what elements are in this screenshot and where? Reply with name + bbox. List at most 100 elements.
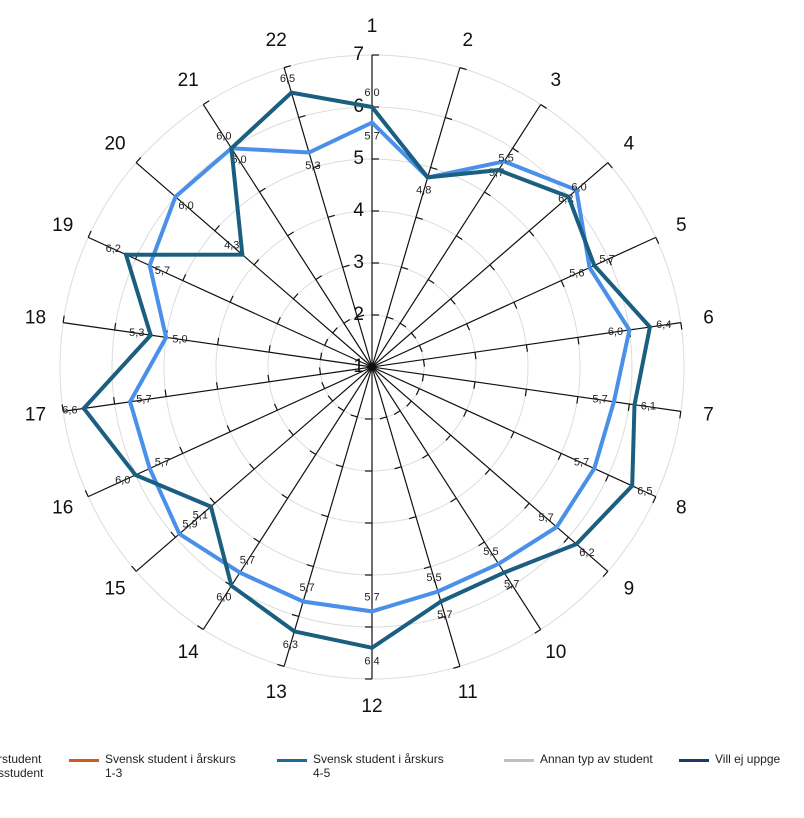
data-label: 5,7	[155, 265, 170, 277]
data-label: 5,6	[569, 267, 584, 279]
series-1-point	[128, 399, 133, 404]
data-label: 5,5	[426, 572, 441, 584]
series-2-point	[148, 333, 153, 338]
spoke-tick	[62, 315, 65, 323]
spoke-tick	[61, 404, 64, 412]
spoke-tick	[528, 230, 535, 237]
data-label: 6,0	[115, 475, 130, 487]
spoke-tick	[343, 318, 351, 324]
spoke-tick	[324, 338, 329, 346]
spoke-label: 1	[367, 16, 378, 37]
data-label: 6,1	[641, 401, 656, 413]
data-label: 5,7	[599, 254, 614, 266]
spoke-tick	[512, 147, 519, 153]
data-label: 5,7	[136, 394, 151, 406]
spoke-label: 19	[52, 215, 73, 236]
spoke-tick	[607, 258, 612, 266]
legend-swatch-2	[277, 759, 307, 762]
spoke-tick	[422, 359, 426, 367]
spoke-tick	[679, 411, 682, 419]
spoke-tick	[525, 344, 529, 352]
data-label: 6,5	[280, 73, 295, 85]
spoke-tick	[288, 429, 294, 436]
legend-label-0: rstudent sstudent	[0, 752, 44, 780]
data-label: 5,7	[574, 457, 589, 469]
data-label: 5,7	[504, 578, 519, 590]
series-2-point	[292, 629, 297, 634]
spoke-label: 22	[266, 30, 287, 51]
spoke-tick	[131, 565, 137, 572]
data-label: 6,5	[637, 486, 652, 498]
series-2-point	[632, 402, 637, 407]
series-line-2	[81, 90, 653, 650]
series-2-point	[502, 570, 507, 575]
spoke-label: 7	[703, 404, 714, 425]
spoke-label: 4	[624, 133, 635, 154]
series-2-point	[240, 252, 245, 257]
spoke-tick	[197, 625, 204, 630]
spoke-tick	[229, 295, 234, 303]
series-1-point	[435, 589, 440, 594]
data-label: 6,4	[656, 319, 671, 331]
legend-item-4: Vill ej uppge	[679, 752, 780, 766]
spoke-tick	[453, 665, 461, 669]
spoke-label: 5	[676, 215, 687, 236]
radial-tick-label: 3	[353, 252, 364, 273]
spoke-tick	[415, 216, 423, 220]
spoke-tick	[474, 352, 477, 360]
spoke-tick	[379, 416, 387, 420]
spoke-label: 14	[178, 642, 200, 663]
legend-label-1: Svensk student i årskurs 1-3	[105, 752, 236, 780]
legend-label-4: Vill ej uppge	[715, 752, 781, 766]
spoke-tick	[267, 374, 270, 382]
spoke-tick	[135, 157, 142, 164]
data-label: 6,6	[62, 404, 77, 416]
series-1-point	[496, 561, 501, 566]
spoke-tick	[313, 164, 321, 169]
data-label: 6,0	[608, 326, 623, 338]
series-1-point	[370, 120, 374, 125]
spoke-tick	[214, 225, 220, 232]
spoke-label: 8	[676, 497, 687, 518]
spoke-tick	[478, 541, 485, 547]
spoke-label: 3	[551, 70, 562, 91]
series-2-point	[229, 146, 234, 151]
spoke-tick	[291, 613, 299, 618]
series-1-point	[574, 187, 579, 192]
spoke-tick	[202, 100, 210, 106]
series-2-point	[496, 168, 501, 173]
series-1-point	[307, 150, 312, 155]
spoke-tick	[607, 162, 613, 169]
spoke-tick	[394, 466, 402, 470]
series-1-point	[301, 599, 306, 604]
spoke-tick	[655, 237, 660, 245]
spoke-tick	[164, 389, 167, 397]
spoke-tick	[421, 374, 425, 382]
spoke-label: 2	[463, 30, 474, 51]
spoke-tick	[577, 337, 580, 345]
spoke-tick	[422, 453, 429, 459]
spoke-tick	[306, 564, 314, 568]
spoke-label: 21	[178, 70, 199, 91]
spoke-tick	[410, 332, 417, 339]
data-label: 5,7	[364, 131, 379, 143]
spoke-tick	[216, 337, 220, 345]
series-2-point	[133, 473, 138, 478]
spoke-label: 17	[25, 404, 46, 425]
data-label: 5,7	[538, 512, 553, 524]
spoke-tick	[415, 388, 420, 396]
spoke-tick	[179, 446, 184, 454]
data-label: 5,0	[172, 333, 187, 345]
spoke-tick	[283, 65, 291, 69]
series-1-point	[237, 570, 242, 575]
data-label: 5,3	[129, 327, 144, 339]
spoke-axis	[63, 322, 373, 368]
data-label: 5,7	[299, 582, 314, 594]
data-label: 5,7	[592, 394, 607, 406]
spoke-tick	[350, 414, 358, 418]
spoke-axis	[371, 67, 461, 368]
spoke-tick	[209, 497, 216, 504]
data-label: 5,5	[498, 152, 513, 164]
series-2-point	[647, 325, 652, 330]
spoke-axis	[371, 322, 681, 368]
